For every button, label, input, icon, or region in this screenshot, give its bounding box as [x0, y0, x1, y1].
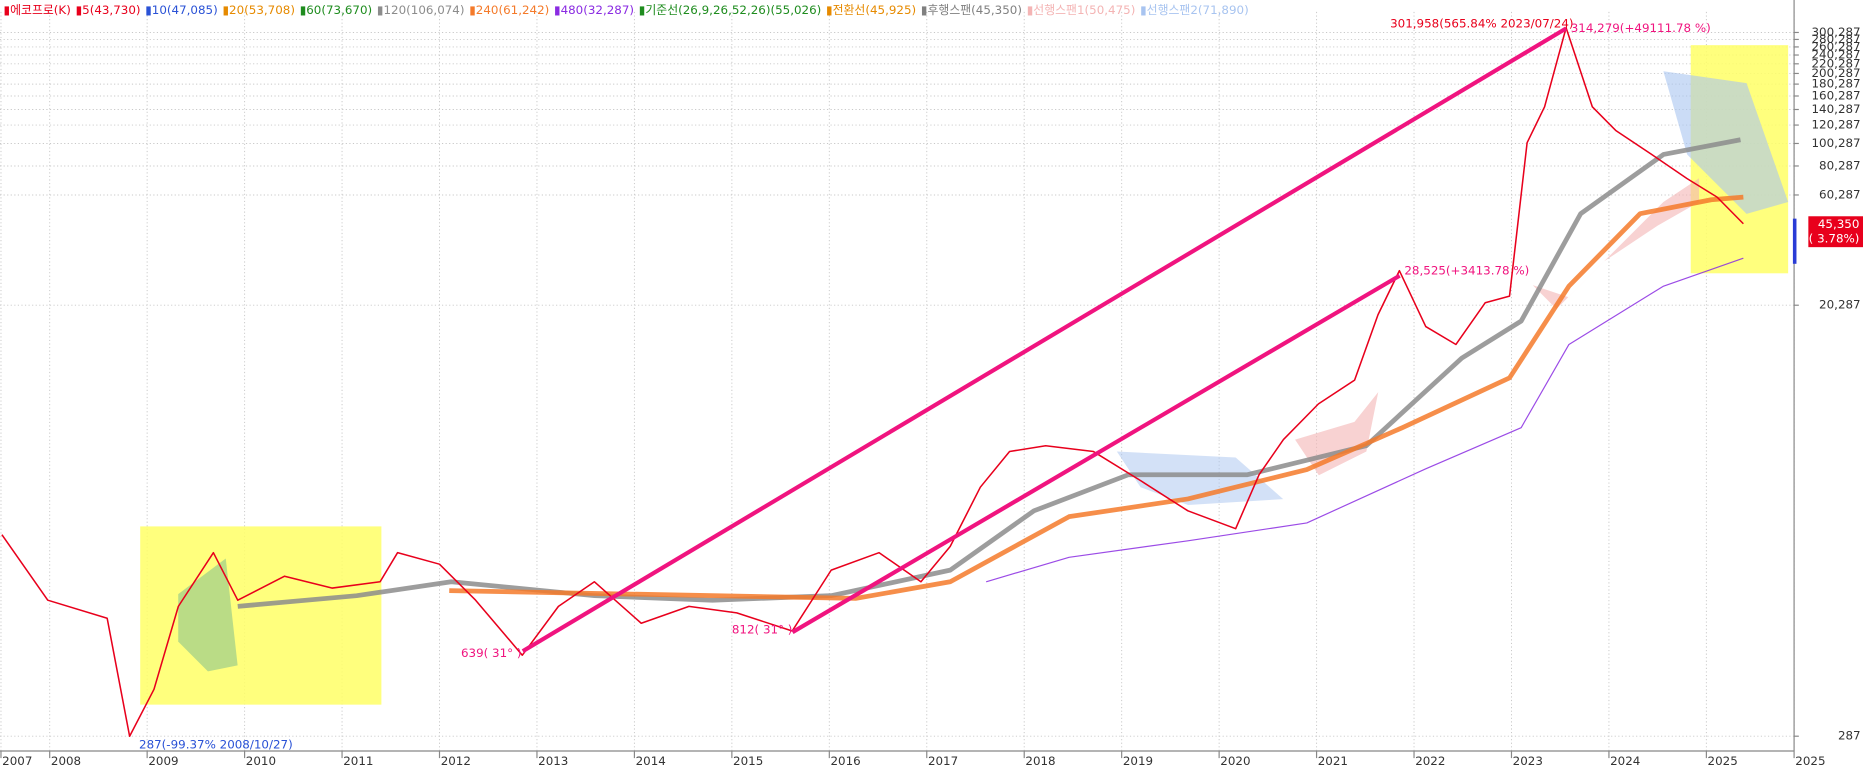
x-tick-label: 2010	[246, 754, 276, 768]
legend-entry: ▮기준선(26,9,26,52,26)(55,026)	[639, 3, 821, 17]
x-tick-label: 2025	[1708, 754, 1738, 768]
x-tick-label: 2018	[1025, 754, 1055, 768]
current-price: 45,350	[1818, 217, 1860, 231]
legend-entry: ▮후행스팬(45,350)	[921, 3, 1022, 17]
legend-entry: ▮5(43,730)	[76, 3, 141, 17]
legend-entry: ▮전환선(45,925)	[826, 3, 916, 17]
x-tick-label: 2009	[148, 754, 178, 768]
cloud	[1295, 392, 1379, 476]
y-tick-label: 287	[1838, 729, 1861, 743]
annotation: 314,279(+49111.78 %)	[1571, 21, 1711, 35]
y-tick-label: 140,287	[1812, 102, 1861, 116]
annotation: 812( 31° )	[732, 622, 793, 636]
y-tick-label: 180,287	[1812, 77, 1861, 91]
x-tick-label: 2007	[2, 754, 32, 768]
legend-entry: ▮선행스팬2(71,890)	[1140, 3, 1249, 17]
series-line	[449, 194, 1744, 601]
x-tick-label: 2008	[51, 754, 81, 768]
annotation: 287(-99.37% 2008/10/27)	[139, 738, 293, 752]
x-tick-label: 2025	[1795, 754, 1825, 768]
y-tick-label: 120,287	[1812, 118, 1861, 132]
annotation: 301,958(565.84% 2023/07/24)	[1390, 16, 1573, 30]
x-tick-label: 2013	[538, 754, 568, 768]
legend-entry: ▮240(61,242)	[469, 3, 549, 17]
trend-line	[791, 273, 1401, 634]
y-tick-label: 200,287	[1812, 66, 1861, 80]
x-tick-label: 2011	[343, 754, 373, 768]
y-tick-label: 160,287	[1812, 89, 1861, 103]
y-tick-label: 80,287	[1819, 158, 1861, 172]
y-tick-label: 300,287	[1812, 25, 1861, 39]
x-tick-label: 2023	[1513, 754, 1543, 768]
x-tick-label: 2020	[1220, 754, 1250, 768]
legend-entry: ▮480(32,287)	[554, 3, 634, 17]
y-tick-label: 280,287	[1812, 32, 1861, 46]
y-tick-label: 60,287	[1819, 187, 1861, 201]
y-tick-label: 100,287	[1812, 136, 1861, 150]
annotation: 28,525(+3413.78 %)	[1404, 263, 1529, 277]
series-line	[985, 257, 1744, 583]
x-tick-label: 2017	[928, 754, 958, 768]
legend-entry: ▮120(106,074)	[377, 3, 465, 17]
x-tick-label: 2022	[1415, 754, 1445, 768]
x-tick-label: 2012	[441, 754, 471, 768]
x-tick-label: 2014	[636, 754, 666, 768]
x-tick-label: 2015	[733, 754, 763, 768]
x-tick-label: 2016	[831, 754, 861, 768]
x-tick-label: 2024	[1610, 754, 1640, 768]
legend-entry: ▮20(53,708)	[222, 3, 294, 17]
y-tick-label: 240,287	[1812, 48, 1861, 62]
legend-entry: ▮10(47,085)	[145, 3, 217, 17]
legend: ▮에코프로(K) ▮5(43,730) ▮10(47,085) ▮20(53,708)…	[4, 3, 1249, 17]
x-tick-label: 2019	[1123, 754, 1153, 768]
trend-line	[521, 26, 1568, 653]
y-tick-label: 220,287	[1812, 56, 1861, 70]
y-tick-label: 260,287	[1812, 39, 1861, 53]
series-line	[1, 27, 1744, 738]
y-tick-label: 20,287	[1819, 298, 1861, 312]
series-layer	[1, 27, 1744, 738]
current-change: ( 3.78%)	[1809, 231, 1860, 245]
price-marker	[1792, 218, 1797, 264]
annotation: 639( 31° )	[461, 646, 522, 660]
cloud	[178, 558, 238, 672]
price-box	[1808, 216, 1863, 248]
x-tick-label: 2021	[1318, 754, 1348, 768]
legend-entry: ▮60(73,670)	[300, 3, 372, 17]
series-line	[237, 137, 1741, 609]
legend-entry: ▮에코프로(K)	[4, 3, 71, 17]
legend-entry: ▮선행스팬1(50,475)	[1027, 3, 1136, 17]
